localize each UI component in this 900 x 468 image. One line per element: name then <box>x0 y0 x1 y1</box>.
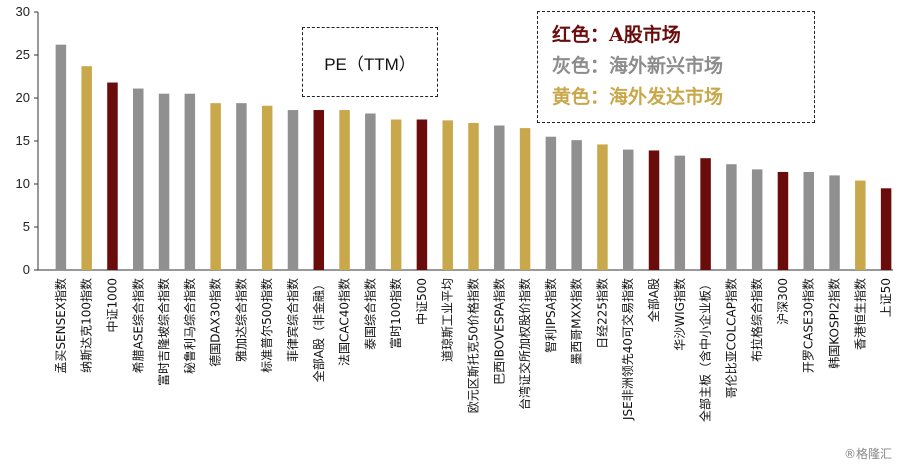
bar <box>700 158 711 270</box>
x-tick-label: 智利IPSA指数 <box>543 278 558 353</box>
bar <box>236 103 247 270</box>
bar <box>571 140 582 270</box>
bar <box>55 44 67 271</box>
y-tick-label: 25 <box>16 47 30 62</box>
x-tick-label: 纳斯达克100指数 <box>79 278 94 373</box>
bar <box>622 149 634 270</box>
legend: 红色：A股市场 灰色：海外新兴市场 黄色：海外发达市场 <box>537 11 815 123</box>
x-tick-label: 泰国综合指数 <box>362 278 377 350</box>
x-tick-label: 香港恒生指数 <box>852 278 867 350</box>
x-tick-label: 标准普尔500指数 <box>259 278 274 373</box>
bar <box>674 155 686 270</box>
bar <box>133 88 144 270</box>
x-tick-label: 富时100指数 <box>388 278 403 349</box>
y-tick-label: 10 <box>16 176 30 191</box>
bar <box>855 180 866 270</box>
y-tick-label: 20 <box>16 90 30 105</box>
x-tick-label: 德国DAX30指数 <box>208 278 223 367</box>
bar <box>519 128 531 270</box>
watermark: ®格隆汇 <box>843 447 892 461</box>
x-tick-label: 全部主板（含中小企业板） <box>698 278 713 422</box>
x-tick-label: 韩国KOSPI2指数 <box>827 278 842 369</box>
x-tick-label: 全部A股（非金融） <box>311 278 326 382</box>
y-axis: 0 5 10 15 20 25 30 <box>16 4 893 277</box>
bar <box>81 66 92 271</box>
y-tick-label: 15 <box>16 133 30 148</box>
pe-annotation-box: PE（TTM） <box>302 27 438 97</box>
bar <box>261 105 273 271</box>
x-tick-label: 日经225指数 <box>594 278 609 349</box>
legend-prefix: 灰色： <box>552 55 610 77</box>
bar <box>313 110 325 270</box>
bar <box>184 93 196 270</box>
y-tick-label: 30 <box>16 4 30 19</box>
bar <box>545 136 557 270</box>
bar <box>829 175 840 270</box>
bar <box>468 122 479 270</box>
bar <box>648 150 660 270</box>
bar <box>442 120 453 270</box>
legend-prefix: 红色： <box>552 24 610 46</box>
x-tick-label: 开罗CASE30指数 <box>801 278 816 373</box>
bar <box>726 164 737 270</box>
x-tick-label: 沪深300 <box>776 278 790 325</box>
bar <box>751 169 763 270</box>
bar <box>365 113 376 270</box>
legend-label: A股市场 <box>609 24 681 46</box>
bar <box>416 119 428 270</box>
bar <box>339 110 350 270</box>
x-tick-label: 菲律宾综合指数 <box>285 278 300 362</box>
x-tick-label: 哥伦比亚COLCAP指数 <box>723 278 738 398</box>
x-tick-label: 巴西IBOVESPA指数 <box>491 278 506 385</box>
bar <box>158 93 170 270</box>
bar <box>880 188 892 270</box>
legend-label: 海外新兴市场 <box>609 55 724 77</box>
y-tick-label: 5 <box>23 219 30 234</box>
legend-entry-red: 红色：A股市场 <box>552 20 814 51</box>
bar <box>597 144 608 270</box>
bar <box>107 82 118 271</box>
x-tick-label: 中证1000 <box>104 278 119 333</box>
x-tick-labels: 孟买SENSEX指数 纳斯达克100指数 中证1000 希腊ASE综合指数 富时吉隆坡综… <box>53 278 893 422</box>
legend-label: 海外发达市场 <box>609 86 724 108</box>
x-tick-label: 墨西哥MXX指数 <box>569 278 584 365</box>
x-tick-label: 中证500 <box>414 278 429 325</box>
x-tick-label: 孟买SENSEX指数 <box>53 278 68 374</box>
x-tick-label: 雅加达综合指数 <box>233 278 248 362</box>
bars <box>55 44 892 271</box>
x-tick-label: 道琼斯工业平均 <box>440 278 455 362</box>
bar <box>210 103 221 270</box>
x-tick-label: 秘鲁利马综合指数 <box>182 278 197 374</box>
legend-prefix: 黄色： <box>552 86 610 108</box>
bar <box>777 171 789 270</box>
x-tick-label: 全部A股 <box>646 278 661 322</box>
x-tick-label: 法国CAC40指数 <box>337 278 352 366</box>
x-tick-label: JSE非洲领先40可交易指数 <box>620 278 635 421</box>
x-tick-label: 希腊ASE综合指数 <box>130 278 145 373</box>
x-tick-label: 上证50 <box>879 278 893 317</box>
x-tick-label: 华沙WIG指数 <box>672 278 687 351</box>
bar <box>494 125 505 271</box>
y-tick-label: 0 <box>23 262 30 277</box>
pe-annotation-text: PE（TTM） <box>324 54 416 74</box>
x-tick-label: 富时吉隆坡综合指数 <box>156 278 171 386</box>
bar <box>803 171 814 270</box>
x-tick-label: 欧元区斯托克50价格指数 <box>466 278 481 413</box>
x-tick-label: 布拉格综合指数 <box>749 278 764 362</box>
bar <box>390 119 402 270</box>
bar <box>287 110 299 270</box>
legend-entry-gray: 灰色：海外新兴市场 <box>552 51 814 82</box>
x-tick-label: 台湾证交所加权股价指数 <box>517 278 532 410</box>
legend-entry-gold: 黄色：海外发达市场 <box>552 82 814 113</box>
